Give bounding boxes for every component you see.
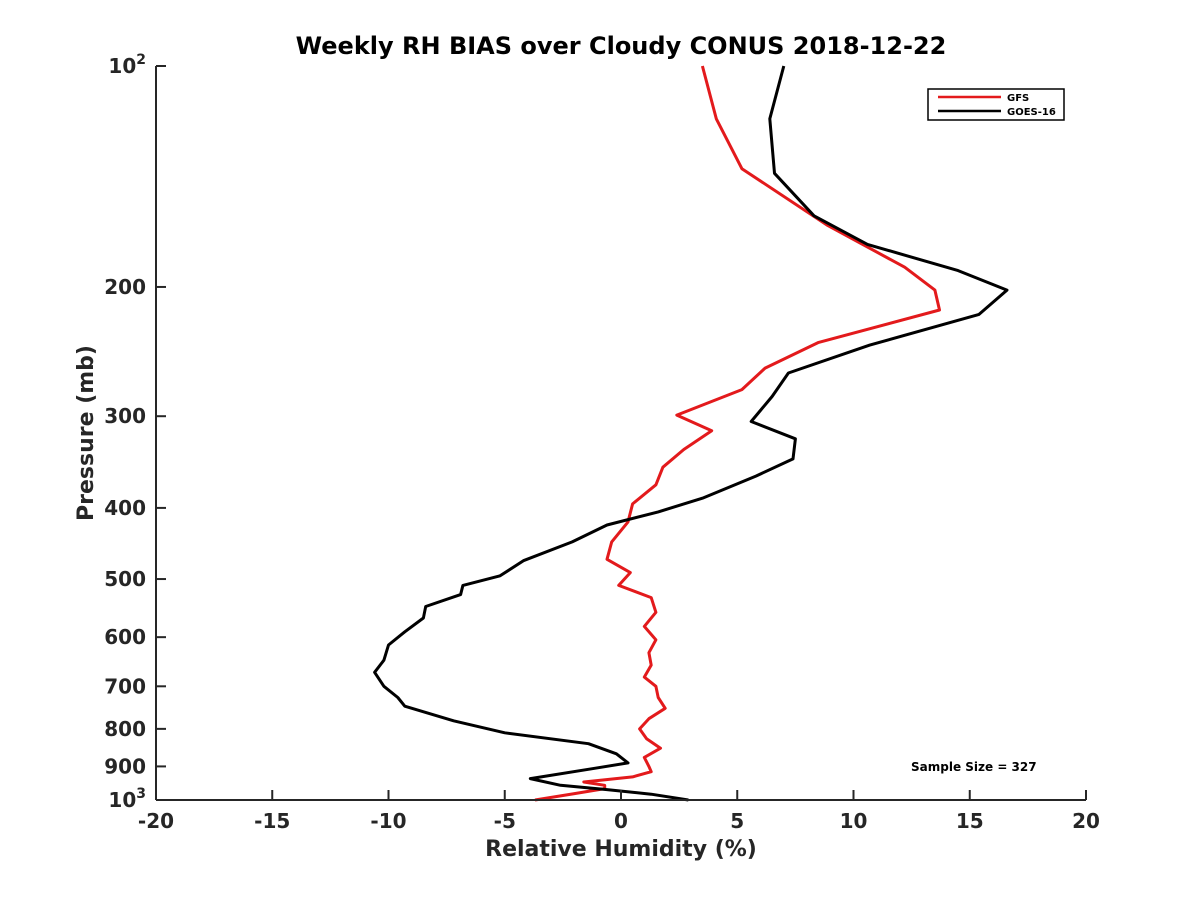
y-tick-label: 400 xyxy=(104,496,146,520)
x-tick-label: -5 xyxy=(494,809,516,833)
x-tick-label: 0 xyxy=(614,809,628,833)
y-tick-label: 103 xyxy=(108,786,146,812)
y-tick-label: 800 xyxy=(104,717,146,741)
x-tick-label: 15 xyxy=(956,809,984,833)
y-tick-label: 300 xyxy=(104,404,146,428)
series-line-goes16 xyxy=(373,65,1009,802)
plot-lines xyxy=(373,65,1009,802)
x-tick-label: -15 xyxy=(254,809,290,833)
legend-box xyxy=(927,88,1065,121)
y-tick-label: 200 xyxy=(104,275,146,299)
y-tick-label: 102 xyxy=(108,52,146,78)
y-tick-label: 600 xyxy=(104,625,146,649)
legend: GFS GOES-16 xyxy=(927,88,1065,121)
x-tick-label: 20 xyxy=(1072,809,1100,833)
x-axis-label: Relative Humidity (%) xyxy=(485,837,757,862)
x-tick-label: -10 xyxy=(370,809,406,833)
x-axis-ticks: -20 -15 -10 -5 0 5 10 15 20 xyxy=(138,790,1100,833)
chart-title: Weekly RH BIAS over Cloudy CONUS 2018-12… xyxy=(296,32,947,60)
x-tick-label: 5 xyxy=(730,809,744,833)
series-line-gfs xyxy=(534,65,941,802)
x-tick-label: -20 xyxy=(138,809,174,833)
y-tick-label: 700 xyxy=(104,674,146,698)
y-axis-label: Pressure (mb) xyxy=(74,345,99,521)
legend-label-gfs: GFS xyxy=(1007,93,1029,104)
sample-size-annotation: Sample Size = 327 xyxy=(911,760,1037,774)
y-tick-label: 900 xyxy=(104,754,146,778)
y-axis-ticks: 102 200 300 400 500 600 700 800 900 103 xyxy=(104,52,166,812)
y-tick-label: 500 xyxy=(104,567,146,591)
legend-label-goes16: GOES-16 xyxy=(1007,107,1056,118)
x-tick-label: 10 xyxy=(840,809,868,833)
